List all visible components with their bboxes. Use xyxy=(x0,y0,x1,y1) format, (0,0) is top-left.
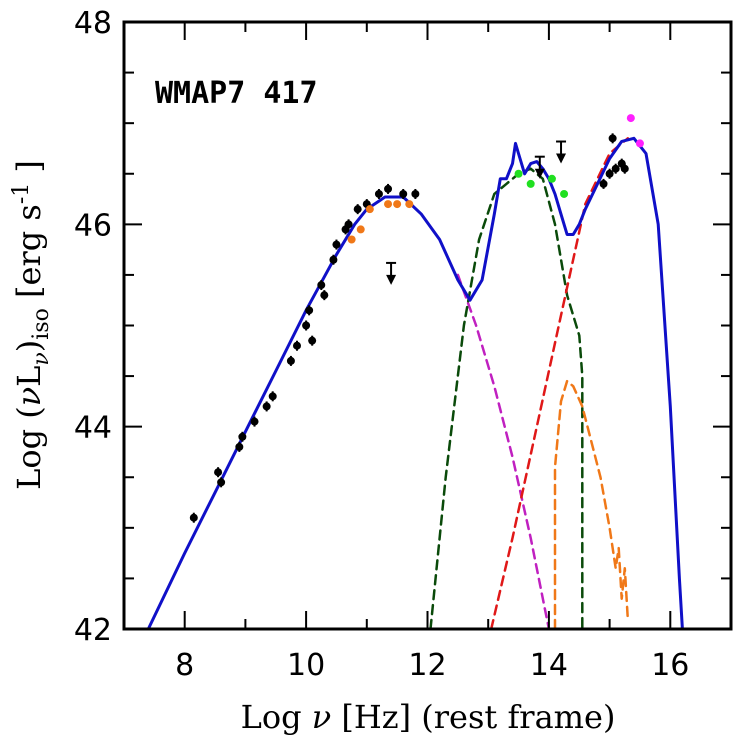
data-point-orange xyxy=(356,225,365,234)
x-tick-label: 10 xyxy=(287,648,325,683)
x-tick-label: 16 xyxy=(651,648,689,683)
data-point-orange xyxy=(405,200,414,209)
y-tick-label: 48 xyxy=(74,6,112,41)
data-point-orange xyxy=(393,200,402,209)
synchrotron-curve xyxy=(456,273,551,629)
tick-labels: 8 10 12 14 16 42 44 46 48 xyxy=(74,6,690,683)
axis-ticks xyxy=(123,21,732,630)
upper-limit-arrow xyxy=(534,168,545,179)
data-point-orange xyxy=(365,205,374,214)
data-point-green xyxy=(560,189,569,198)
data-point-green xyxy=(547,174,556,183)
model-curves xyxy=(146,136,684,629)
upper-limit-arrow xyxy=(556,153,567,164)
upper-limit-arrow xyxy=(386,274,397,285)
x-axis-title: Log ν [Hz] (rest frame) xyxy=(241,698,616,736)
data-point-green xyxy=(526,179,535,188)
y-tick-label: 42 xyxy=(74,613,112,648)
data-points xyxy=(189,114,644,523)
total-model-curve xyxy=(146,136,684,629)
data-point-orange xyxy=(347,235,356,244)
host-or-template-curve xyxy=(553,379,630,629)
x-tick-label: 14 xyxy=(530,648,568,683)
external-compton-curve xyxy=(489,137,630,629)
source-annotation: WMAP7 417 xyxy=(155,76,318,111)
data-point-green xyxy=(514,169,523,178)
y-tick-label: 46 xyxy=(74,208,112,243)
x-tick-label: 8 xyxy=(175,648,194,683)
y-axis-title: Log (νLν)iso [erg s-1 ] xyxy=(9,160,54,490)
data-point-orange xyxy=(384,200,393,209)
data-point-magenta xyxy=(635,139,644,148)
disk-torus-curve xyxy=(429,167,584,629)
plot-frame xyxy=(122,20,733,631)
y-tick-label: 44 xyxy=(74,411,112,446)
x-tick-label: 12 xyxy=(408,648,446,683)
data-point-magenta xyxy=(626,114,635,123)
